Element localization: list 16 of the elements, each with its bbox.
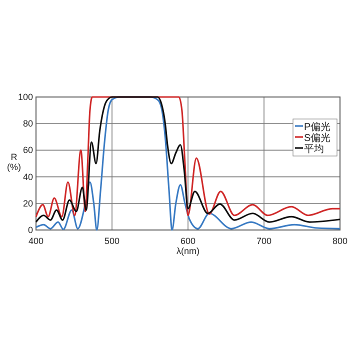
x-tick-label: 800 bbox=[332, 236, 348, 246]
y-tick-label: 20 bbox=[22, 198, 33, 208]
x-axis-title: λ(nm) bbox=[176, 246, 200, 256]
y-tick-label: 0 bbox=[28, 225, 33, 235]
legend-label: P偏光 bbox=[304, 121, 331, 133]
x-tick-label: 500 bbox=[104, 236, 120, 246]
y-tick-label: 60 bbox=[22, 145, 33, 156]
y-tick-label: 100 bbox=[18, 92, 33, 102]
x-tick-label: 400 bbox=[28, 236, 44, 246]
x-tick-label: 600 bbox=[180, 236, 196, 246]
legend-label: S偏光 bbox=[304, 132, 331, 144]
legend-label: 平均 bbox=[304, 143, 324, 155]
y-tick-label: 40 bbox=[22, 172, 33, 182]
y-axis-title: R (%) bbox=[7, 152, 21, 172]
y-tick-label: 80 bbox=[22, 118, 33, 129]
x-tick-label: 700 bbox=[256, 236, 272, 246]
